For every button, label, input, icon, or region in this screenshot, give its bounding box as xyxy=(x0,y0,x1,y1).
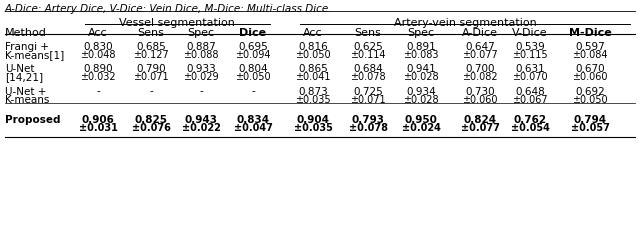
Text: 0.539: 0.539 xyxy=(515,42,545,52)
Text: ±0.094: ±0.094 xyxy=(236,50,271,60)
Text: ±0.028: ±0.028 xyxy=(403,72,439,82)
Text: 0.804: 0.804 xyxy=(238,64,268,74)
Text: ±0.057: ±0.057 xyxy=(571,123,609,133)
Text: 0.625: 0.625 xyxy=(353,42,383,52)
Text: ±0.028: ±0.028 xyxy=(403,95,439,105)
Text: U-Net +: U-Net + xyxy=(5,87,46,97)
Text: ±0.070: ±0.070 xyxy=(512,72,548,82)
Text: ±0.022: ±0.022 xyxy=(182,123,220,133)
Text: M-Dice: M-Dice xyxy=(568,28,611,38)
Text: ±0.082: ±0.082 xyxy=(462,72,498,82)
Text: V-Dice: V-Dice xyxy=(512,28,548,38)
Text: 0.825: 0.825 xyxy=(134,115,168,125)
Text: 0.904: 0.904 xyxy=(296,115,330,125)
Text: Spec: Spec xyxy=(408,28,435,38)
Text: -: - xyxy=(251,86,255,96)
Text: 0.725: 0.725 xyxy=(353,87,383,97)
Text: ±0.035: ±0.035 xyxy=(294,123,332,133)
Text: ±0.067: ±0.067 xyxy=(512,95,548,105)
Text: ±0.078: ±0.078 xyxy=(350,72,386,82)
Text: K-means[1]: K-means[1] xyxy=(5,50,64,60)
Text: Dice: Dice xyxy=(239,28,267,38)
Text: 0.934: 0.934 xyxy=(406,87,436,97)
Text: ±0.024: ±0.024 xyxy=(401,123,440,133)
Text: 0.887: 0.887 xyxy=(186,42,216,52)
Text: -: - xyxy=(149,86,153,96)
Text: 0.695: 0.695 xyxy=(238,42,268,52)
Text: 0.873: 0.873 xyxy=(298,87,328,97)
Text: ±0.077: ±0.077 xyxy=(462,50,498,60)
Text: 0.684: 0.684 xyxy=(353,64,383,74)
Text: 0.865: 0.865 xyxy=(298,64,328,74)
Text: Proposed: Proposed xyxy=(5,115,61,125)
Text: ±0.083: ±0.083 xyxy=(403,50,439,60)
Text: K-means: K-means xyxy=(5,95,49,105)
Text: ±0.071: ±0.071 xyxy=(350,95,386,105)
Text: ±0.047: ±0.047 xyxy=(234,123,273,133)
Text: ±0.084: ±0.084 xyxy=(572,50,608,60)
Text: ±0.071: ±0.071 xyxy=(133,72,169,82)
Text: 0.891: 0.891 xyxy=(406,42,436,52)
Text: Spec: Spec xyxy=(188,28,214,38)
Text: 0.941: 0.941 xyxy=(406,64,436,74)
Text: A-Dice: A-Dice xyxy=(462,28,498,38)
Text: -: - xyxy=(96,86,100,96)
Text: 0.793: 0.793 xyxy=(351,115,385,125)
Text: Vessel segmentation: Vessel segmentation xyxy=(119,18,235,28)
Text: ±0.029: ±0.029 xyxy=(183,72,219,82)
Text: U-Net: U-Net xyxy=(5,64,35,74)
Text: 0.906: 0.906 xyxy=(81,115,115,125)
Text: ±0.060: ±0.060 xyxy=(462,95,498,105)
Text: 0.790: 0.790 xyxy=(136,64,166,74)
Text: 0.794: 0.794 xyxy=(573,115,607,125)
Text: 0.692: 0.692 xyxy=(575,87,605,97)
Text: ±0.032: ±0.032 xyxy=(80,72,116,82)
Text: Frangi +: Frangi + xyxy=(5,42,49,52)
Text: Method: Method xyxy=(5,28,47,38)
Text: ±0.041: ±0.041 xyxy=(295,72,331,82)
Text: ±0.031: ±0.031 xyxy=(79,123,117,133)
Text: [14,21]: [14,21] xyxy=(5,72,43,82)
Text: ±0.050: ±0.050 xyxy=(295,50,331,60)
Text: 0.816: 0.816 xyxy=(298,42,328,52)
Text: 0.670: 0.670 xyxy=(575,64,605,74)
Text: Acc: Acc xyxy=(88,28,108,38)
Text: ±0.077: ±0.077 xyxy=(461,123,499,133)
Text: ±0.054: ±0.054 xyxy=(511,123,549,133)
Text: 0.943: 0.943 xyxy=(184,115,218,125)
Text: A-Dice: Artery Dice, V-Dice: Vein Dice, M-Dice: Multi-class Dice.: A-Dice: Artery Dice, V-Dice: Vein Dice, … xyxy=(5,4,333,14)
Text: Artery-vein segmentation: Artery-vein segmentation xyxy=(394,18,536,28)
Text: ±0.088: ±0.088 xyxy=(183,50,219,60)
Text: 0.647: 0.647 xyxy=(465,42,495,52)
Text: Sens: Sens xyxy=(355,28,381,38)
Text: ±0.060: ±0.060 xyxy=(572,72,608,82)
Text: 0.933: 0.933 xyxy=(186,64,216,74)
Text: Sens: Sens xyxy=(138,28,164,38)
Text: -: - xyxy=(199,86,203,96)
Text: 0.648: 0.648 xyxy=(515,87,545,97)
Text: ±0.076: ±0.076 xyxy=(132,123,170,133)
Text: Acc: Acc xyxy=(303,28,323,38)
Text: ±0.050: ±0.050 xyxy=(572,95,608,105)
Text: 0.834: 0.834 xyxy=(236,115,269,125)
Text: 0.824: 0.824 xyxy=(463,115,497,125)
Text: 0.762: 0.762 xyxy=(513,115,547,125)
Text: ±0.078: ±0.078 xyxy=(349,123,387,133)
Text: 0.830: 0.830 xyxy=(83,42,113,52)
Text: ±0.050: ±0.050 xyxy=(235,72,271,82)
Text: 0.950: 0.950 xyxy=(404,115,437,125)
Text: ±0.114: ±0.114 xyxy=(350,50,386,60)
Text: ±0.048: ±0.048 xyxy=(80,50,116,60)
Text: ±0.035: ±0.035 xyxy=(295,95,331,105)
Text: 0.730: 0.730 xyxy=(465,87,495,97)
Text: ±0.127: ±0.127 xyxy=(133,50,169,60)
Text: 0.597: 0.597 xyxy=(575,42,605,52)
Text: 0.631: 0.631 xyxy=(515,64,545,74)
Text: ±0.115: ±0.115 xyxy=(512,50,548,60)
Text: 0.700: 0.700 xyxy=(465,64,495,74)
Text: 0.890: 0.890 xyxy=(83,64,113,74)
Text: 0.685: 0.685 xyxy=(136,42,166,52)
